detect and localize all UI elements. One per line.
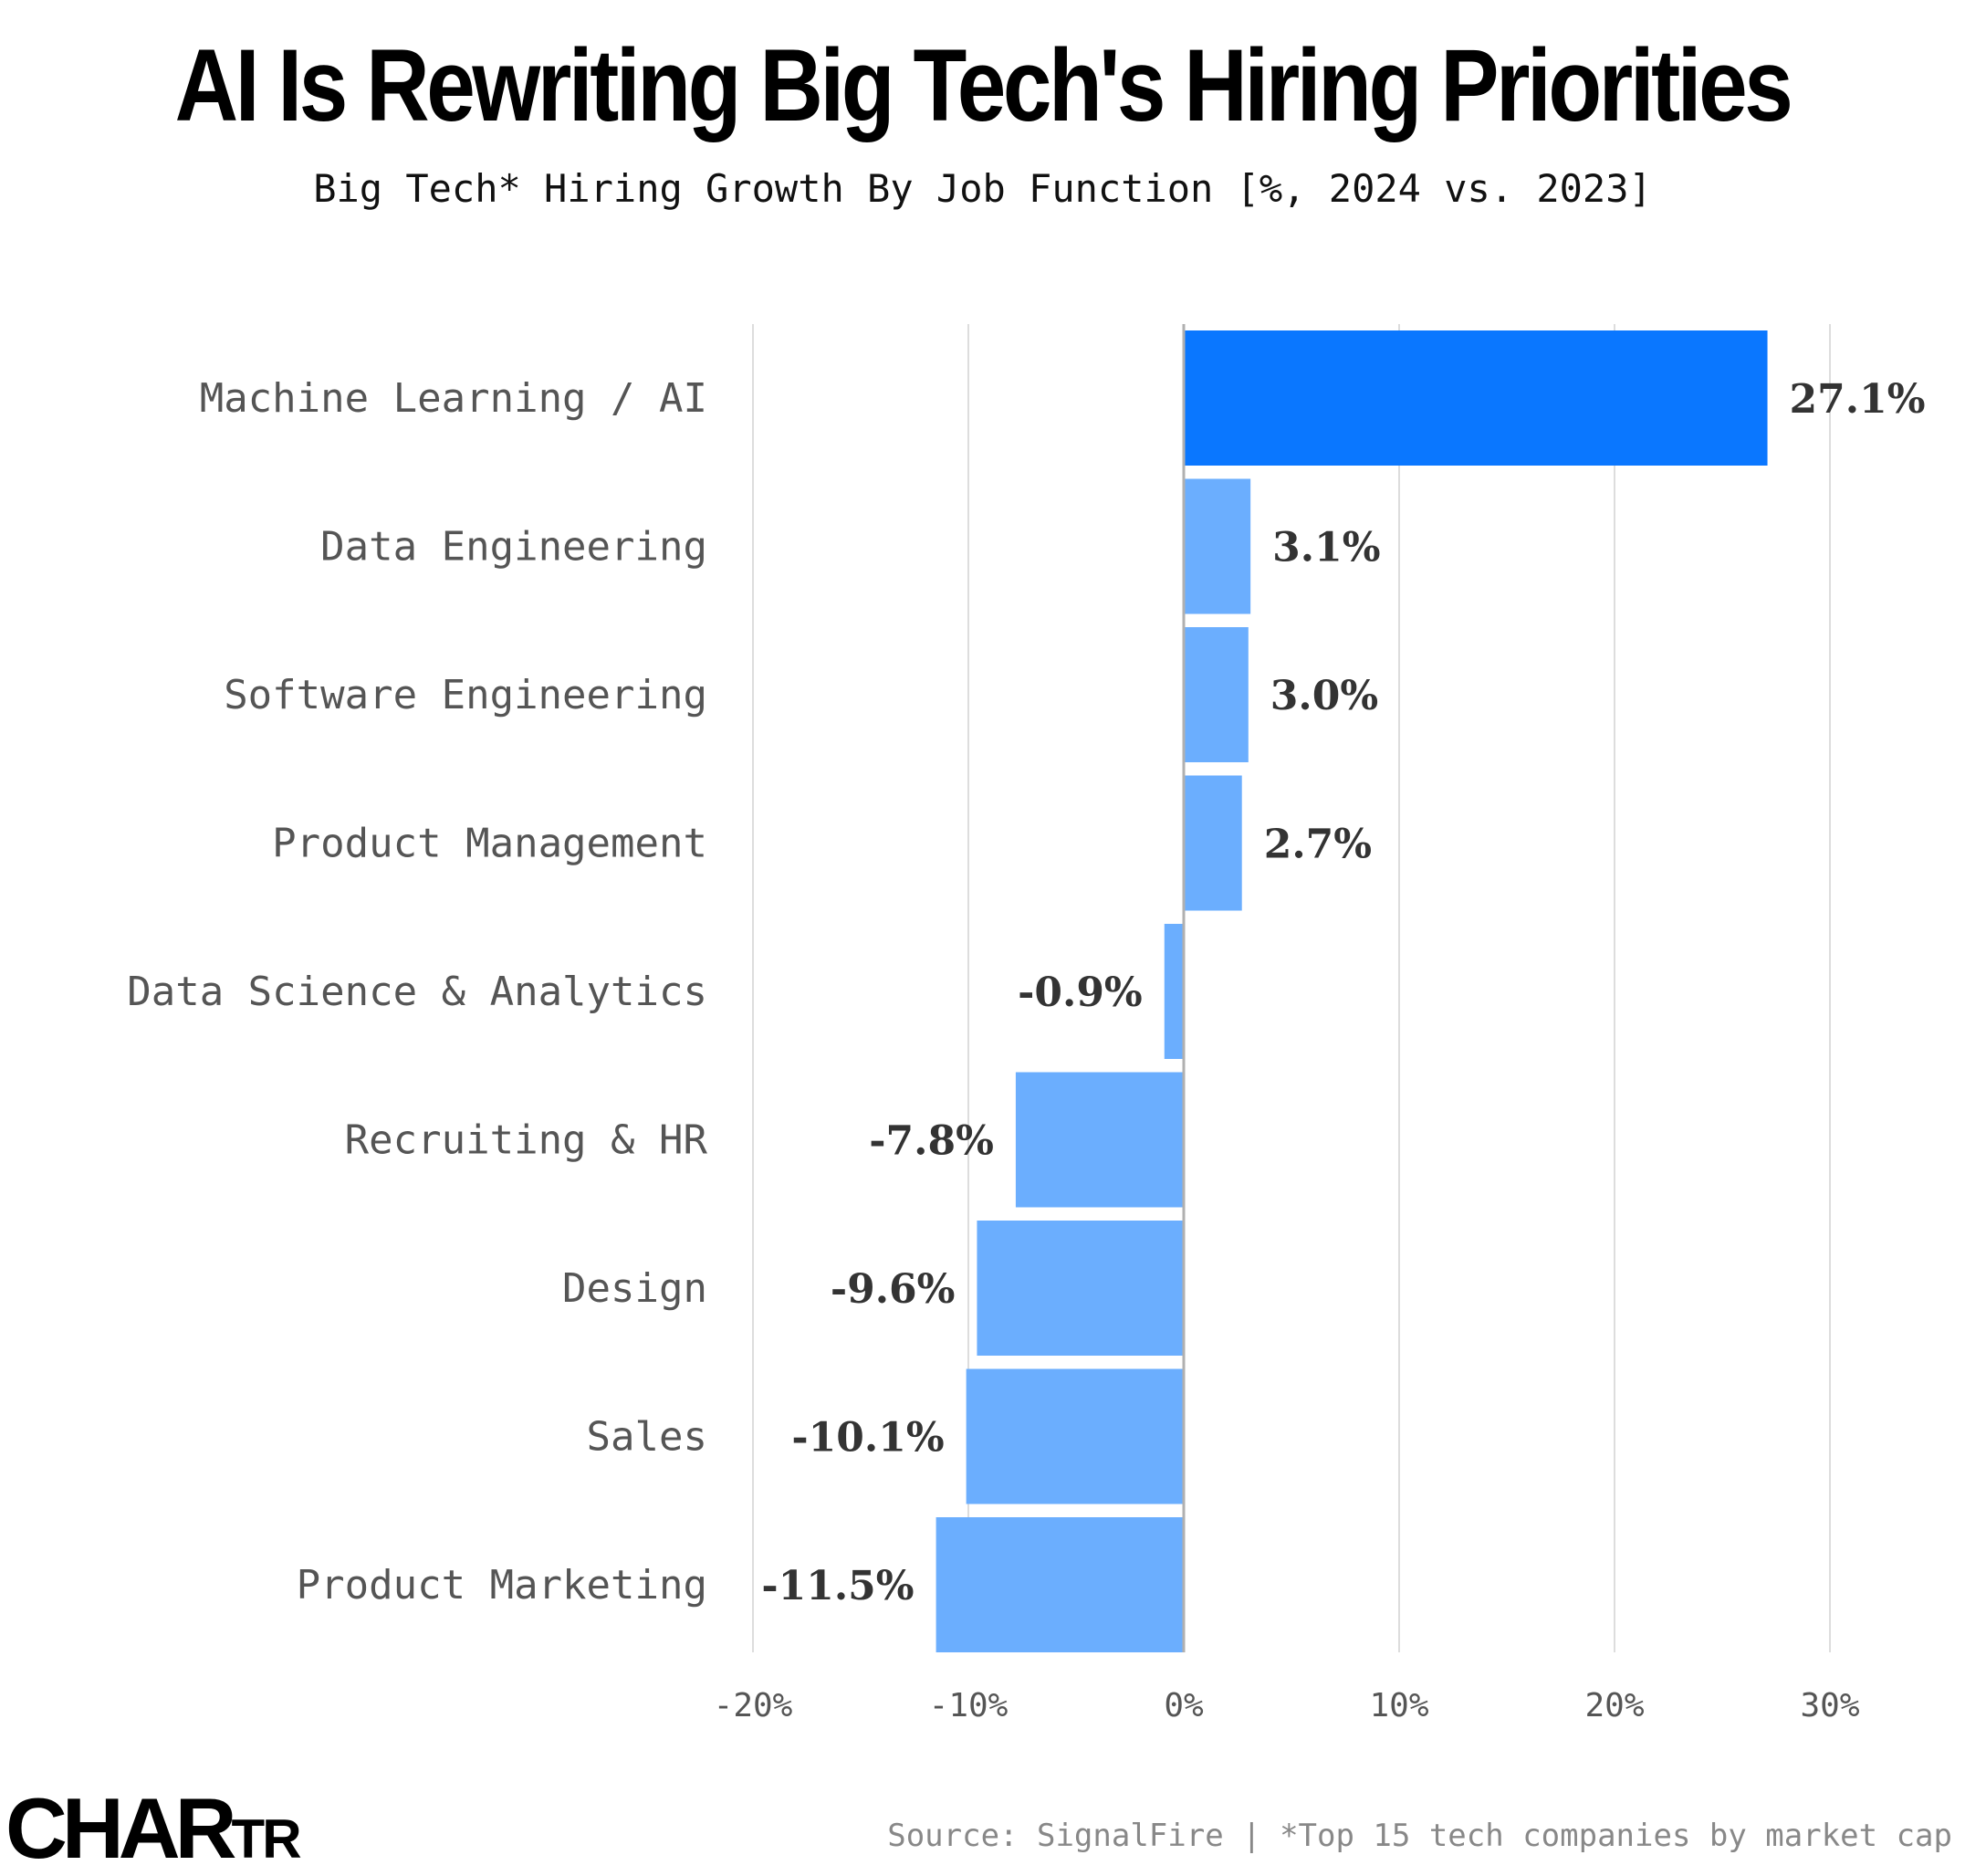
value-label: -7.8% [869,1118,994,1165]
value-label: 27.1% [1790,376,1926,423]
bar [1184,627,1249,762]
bar [966,1368,1184,1504]
x-tick-label: 30% [1800,1687,1859,1724]
bars [935,330,1768,1652]
source-note: Source: SignalFire | *Top 15 tech compan… [887,1818,1952,1854]
category-labels: Machine Learning / AI Data Engineering Sof… [127,375,707,1609]
x-axis-ticks: -20% -10% 0% 10% 20% 30% [714,1687,1860,1724]
logo-small-text: TR [231,1808,302,1870]
value-label: 2.7% [1264,822,1372,868]
bar [977,1221,1184,1356]
category-label: Machine Learning / AI [200,375,707,422]
bar [1184,775,1242,911]
category-label: Design [562,1265,707,1312]
x-tick-label: -20% [714,1687,793,1724]
chart-subtitle: Big Tech* Hiring Growth By Job Function … [313,166,1652,211]
category-label: Recruiting & HR [345,1117,708,1164]
x-tick-label: 0% [1164,1687,1204,1724]
category-label: Product Marketing [297,1562,707,1609]
x-tick-label: 10% [1369,1687,1428,1724]
value-label: -10.1% [791,1415,944,1462]
chart-title: AI Is Rewriting Big Tech's Hiring Priori… [174,28,1793,142]
bar [1184,478,1251,614]
value-label: -9.6% [831,1266,956,1313]
value-label: 3.1% [1272,525,1380,571]
logo-main-text: CHAR [5,1780,237,1876]
category-label: Software Engineering [224,672,707,718]
bar [935,1517,1184,1652]
category-label: Sales [587,1414,707,1461]
value-label: -0.9% [1018,969,1143,1016]
bar-chart: Machine Learning / AI Data Engineering Sof… [127,324,1926,1724]
category-label: Data Science & Analytics [127,969,707,1015]
category-label: Product Management [272,821,707,867]
x-tick-label: 20% [1584,1687,1644,1724]
value-labels: 27.1% 3.1% 3.0% 2.7% -0.9% -7.8% -9.6% -10.1% -1… [761,376,1925,1609]
x-tick-label: -10% [929,1687,1009,1724]
bar [1164,924,1184,1059]
value-label: 3.0% [1270,673,1378,719]
category-label: Data Engineering [320,524,707,571]
bar [1184,330,1768,466]
chartr-logo: CHARTR [5,1786,302,1871]
bar [1015,1072,1184,1208]
value-label: -11.5% [761,1563,914,1609]
